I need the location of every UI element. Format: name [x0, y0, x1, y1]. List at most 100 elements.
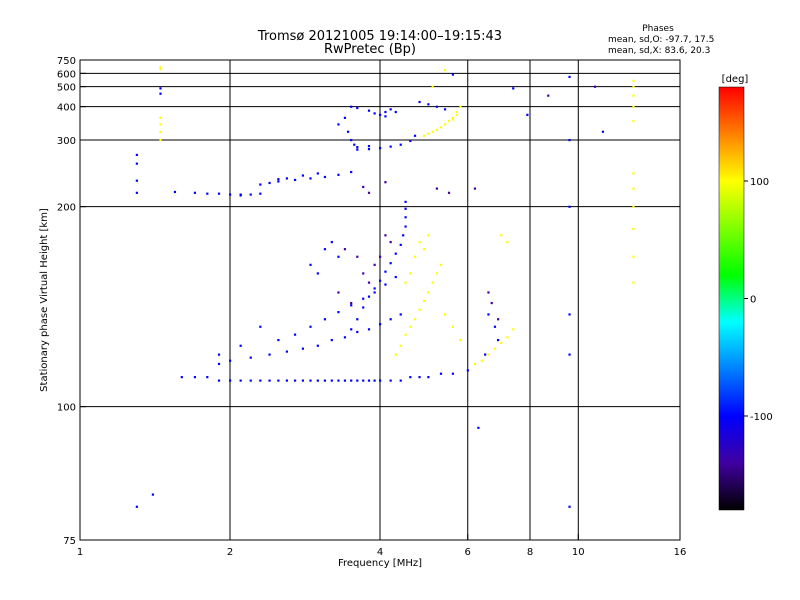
y-axis-label: Stationary phase Virtual Height [km] — [39, 208, 50, 392]
data-point — [418, 100, 421, 104]
data-point — [277, 180, 280, 183]
data-point — [632, 119, 635, 123]
data-point — [632, 205, 635, 208]
data-point — [431, 85, 434, 88]
data-point — [367, 281, 371, 284]
data-point — [330, 339, 333, 342]
data-points — [135, 66, 635, 508]
data-point — [350, 304, 353, 307]
data-point — [487, 313, 490, 316]
data-point — [337, 255, 340, 258]
data-point — [323, 379, 327, 382]
data-point — [384, 234, 387, 237]
data-point — [389, 318, 392, 321]
data-point — [389, 262, 392, 265]
x-tick-label: 4 — [377, 547, 383, 558]
data-point — [409, 325, 412, 328]
data-point — [418, 376, 421, 379]
data-point — [373, 263, 376, 266]
data-point — [439, 372, 443, 375]
data-point — [632, 172, 635, 175]
data-point — [379, 147, 382, 150]
data-point — [373, 291, 376, 294]
y-tick-label: 200 — [57, 203, 76, 214]
data-point — [323, 248, 327, 251]
data-point — [367, 191, 371, 194]
data-point — [353, 143, 356, 146]
info-line-1: mean, sd,O: -97.7, 17.5 — [608, 35, 714, 45]
data-point — [239, 344, 242, 347]
y-tick-label: 100 — [57, 403, 76, 414]
data-point — [455, 110, 458, 114]
data-point — [404, 225, 407, 228]
data-point — [356, 330, 359, 334]
data-point — [229, 379, 232, 382]
data-point — [350, 170, 353, 174]
data-point — [506, 336, 509, 339]
data-point — [249, 356, 252, 359]
colorbar-tick-label: 0 — [750, 295, 756, 306]
data-point — [135, 505, 138, 508]
data-point — [404, 207, 407, 210]
data-point — [427, 132, 430, 135]
data-point — [435, 105, 438, 108]
data-point — [487, 353, 490, 356]
data-point — [249, 193, 252, 196]
data-point — [632, 79, 635, 82]
data-point — [632, 255, 635, 258]
data-point — [443, 313, 447, 316]
data-point — [487, 291, 490, 294]
data-point — [379, 113, 382, 116]
x-tick-label: 10 — [572, 547, 585, 558]
data-point — [404, 333, 407, 336]
data-point — [568, 139, 571, 142]
data-point — [285, 177, 288, 180]
data-point — [309, 263, 312, 266]
data-point — [402, 234, 405, 237]
data-point — [173, 190, 177, 194]
data-point — [404, 216, 407, 219]
data-point — [367, 295, 371, 298]
data-point — [384, 283, 387, 286]
x-tick-label: 6 — [465, 547, 471, 558]
data-point — [229, 359, 232, 362]
data-point — [459, 105, 462, 108]
x-tick-label: 8 — [527, 547, 533, 558]
data-point — [632, 94, 635, 97]
colorbar-label: [deg] — [722, 74, 749, 85]
data-point — [259, 325, 262, 328]
data-point — [350, 328, 353, 331]
data-point — [399, 379, 402, 382]
data-point — [379, 255, 382, 258]
data-point — [435, 128, 438, 131]
data-point — [451, 372, 455, 375]
data-point — [389, 379, 392, 382]
data-point — [151, 493, 155, 496]
data-point — [356, 255, 359, 258]
data-point — [316, 379, 319, 382]
data-point — [350, 301, 353, 305]
data-point — [330, 379, 333, 382]
data-point — [337, 123, 340, 126]
data-point — [427, 376, 430, 379]
data-point — [362, 272, 365, 275]
data-point — [473, 187, 477, 190]
data-point — [193, 376, 197, 379]
y-tick-label: 600 — [57, 69, 76, 80]
data-point — [413, 318, 417, 321]
data-point — [293, 379, 297, 382]
data-point — [350, 105, 353, 108]
data-point — [135, 179, 138, 182]
data-point — [427, 291, 430, 294]
data-point — [384, 110, 387, 114]
data-point — [135, 191, 138, 194]
data-point — [293, 178, 297, 182]
data-point — [259, 192, 262, 195]
data-point — [379, 279, 382, 282]
data-point — [422, 248, 426, 251]
colorbar — [718, 86, 745, 511]
data-point — [418, 308, 421, 311]
data-point — [473, 362, 477, 366]
data-point — [394, 110, 397, 114]
